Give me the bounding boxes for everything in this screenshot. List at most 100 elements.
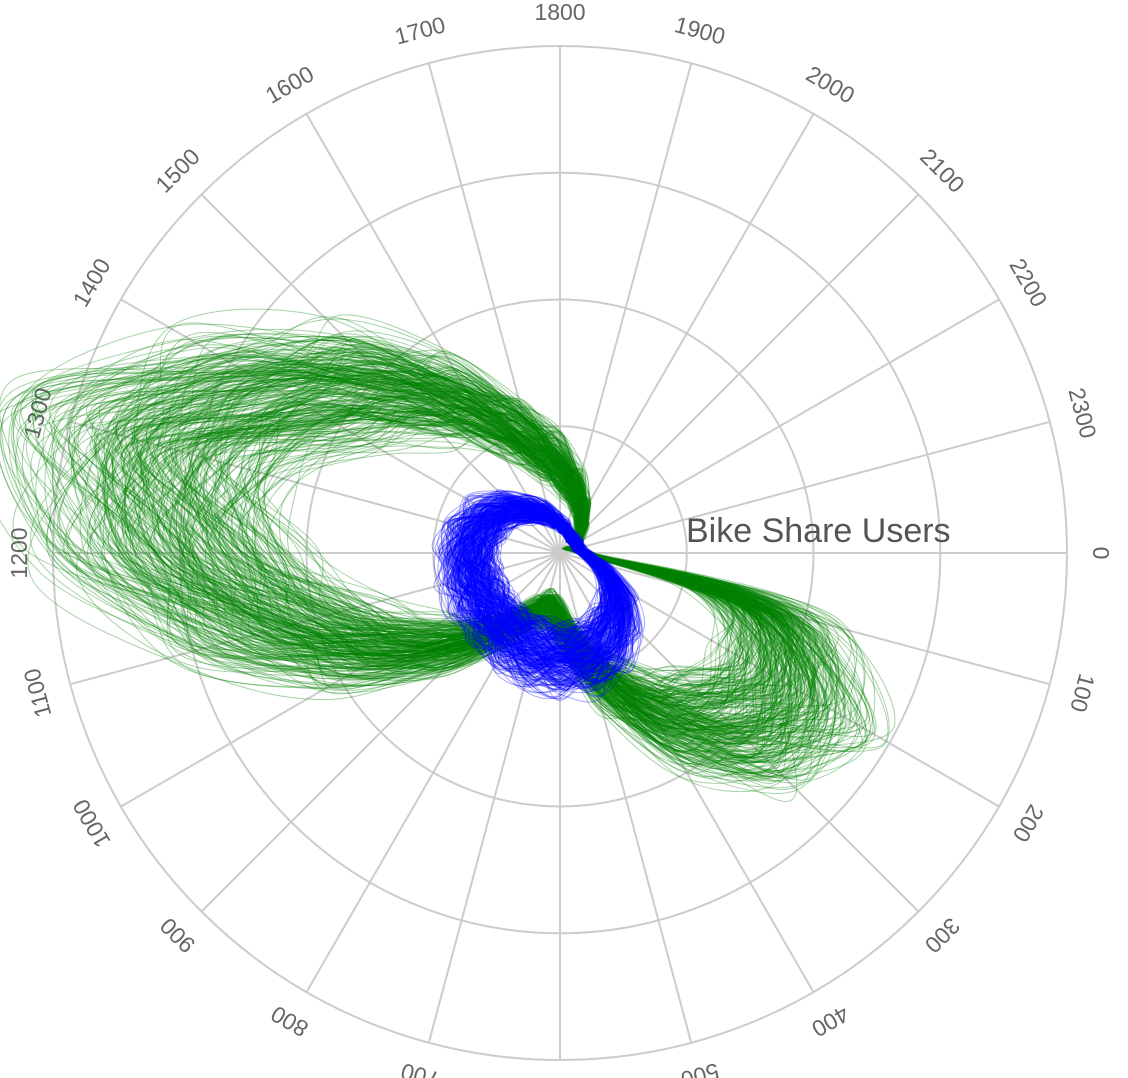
- series-trace: [447, 492, 626, 661]
- series-trace: [175, 403, 786, 725]
- series-trace: [458, 504, 624, 668]
- series-trace: [469, 501, 621, 650]
- series-trace: [471, 510, 615, 647]
- series-trace: [454, 498, 623, 674]
- series-trace: [447, 496, 633, 687]
- series-trace: [197, 426, 757, 680]
- angular-tick-label: 700: [398, 1058, 442, 1078]
- series-trace: [469, 504, 628, 671]
- angular-tick-label: 1100: [18, 666, 56, 721]
- series-trace: [460, 503, 620, 664]
- series-trace: [253, 430, 760, 687]
- series-trace: [464, 500, 630, 686]
- series-trace: [167, 405, 771, 722]
- series-trace: [153, 372, 792, 716]
- series-trace: [121, 363, 824, 736]
- series-trace: [452, 494, 631, 684]
- grid-spoke: [559, 552, 1050, 686]
- series-trace: [472, 508, 614, 645]
- series-trace: [215, 408, 750, 696]
- series-trace: [450, 506, 621, 682]
- series-trace: [196, 410, 738, 707]
- series-trace: [478, 510, 615, 656]
- series-trace: [480, 515, 610, 649]
- series-trace: [470, 506, 632, 667]
- series-trace: [460, 512, 619, 665]
- series-trace: [441, 494, 641, 687]
- series-trace: [444, 500, 624, 667]
- series-trace: [440, 490, 625, 690]
- series-trace: [203, 369, 839, 730]
- series-trace: [481, 514, 614, 653]
- series-trace: [278, 445, 769, 689]
- series-trace: [175, 373, 778, 743]
- series-trace: [471, 508, 611, 651]
- series-trace: [94, 375, 794, 702]
- series-trace: [475, 509, 614, 647]
- series-trace: [464, 501, 625, 664]
- series-trace: [113, 393, 765, 743]
- series-trace: [267, 407, 748, 672]
- series-trace: [104, 395, 794, 746]
- series-trace: [460, 507, 615, 653]
- series-trace: [0, 314, 863, 753]
- series-trace: [468, 505, 616, 668]
- series-trace: [188, 374, 813, 736]
- series-trace: [479, 509, 618, 643]
- series-trace: [166, 381, 744, 733]
- series-trace: [201, 400, 772, 705]
- series-trace: [450, 495, 632, 684]
- series-trace: [442, 499, 634, 686]
- series-trace: [488, 513, 605, 643]
- series-trace: [262, 394, 771, 687]
- series-trace: [169, 378, 775, 706]
- series-trace: [187, 374, 839, 753]
- series-trace: [242, 398, 771, 709]
- series-trace: [79, 337, 827, 773]
- series-trace: [471, 510, 616, 667]
- series-trace: [140, 407, 773, 717]
- series-trace: [470, 505, 618, 664]
- series-trace: [459, 506, 625, 669]
- series-trace: [63, 355, 826, 759]
- series-trace: [93, 392, 776, 729]
- series-trace: [102, 360, 845, 762]
- series-trace: [458, 502, 621, 676]
- series-trace: [209, 411, 762, 703]
- series-trace: [461, 505, 619, 673]
- series-trace: [211, 375, 767, 723]
- series-trace: [454, 506, 625, 687]
- series-trace: [452, 498, 638, 678]
- series-traces: [0, 308, 896, 802]
- series-trace: [460, 508, 616, 654]
- series-trace: [91, 333, 824, 764]
- series-trace: [446, 494, 634, 692]
- series-trace: [153, 408, 764, 722]
- series-trace: [91, 389, 766, 760]
- series-trace: [446, 494, 641, 700]
- grid-spoke: [70, 420, 561, 554]
- series-trace: [30, 371, 856, 738]
- series-trace: [254, 440, 769, 698]
- series-trace: [464, 501, 630, 678]
- series-trace: [489, 522, 603, 650]
- angular-tick-label: 1900: [672, 11, 728, 49]
- series-trace: [251, 414, 744, 695]
- series-trace: [464, 508, 617, 670]
- series-trace: [10, 357, 867, 779]
- series-trace: [124, 351, 846, 741]
- series-trace: [123, 371, 827, 734]
- series-trace: [481, 511, 615, 660]
- series-trace: [460, 494, 627, 686]
- series-trace: [189, 394, 771, 723]
- angular-tick-label: 1000: [67, 795, 115, 852]
- series-trace: [442, 491, 639, 687]
- series-trace: [451, 504, 625, 672]
- grid-spoke: [559, 552, 1000, 808]
- series-trace: [145, 336, 874, 765]
- series-trace: [148, 375, 797, 732]
- series-trace: [456, 495, 622, 697]
- series-trace: [477, 516, 603, 650]
- series-trace: [447, 488, 625, 686]
- series-trace: [73, 333, 812, 760]
